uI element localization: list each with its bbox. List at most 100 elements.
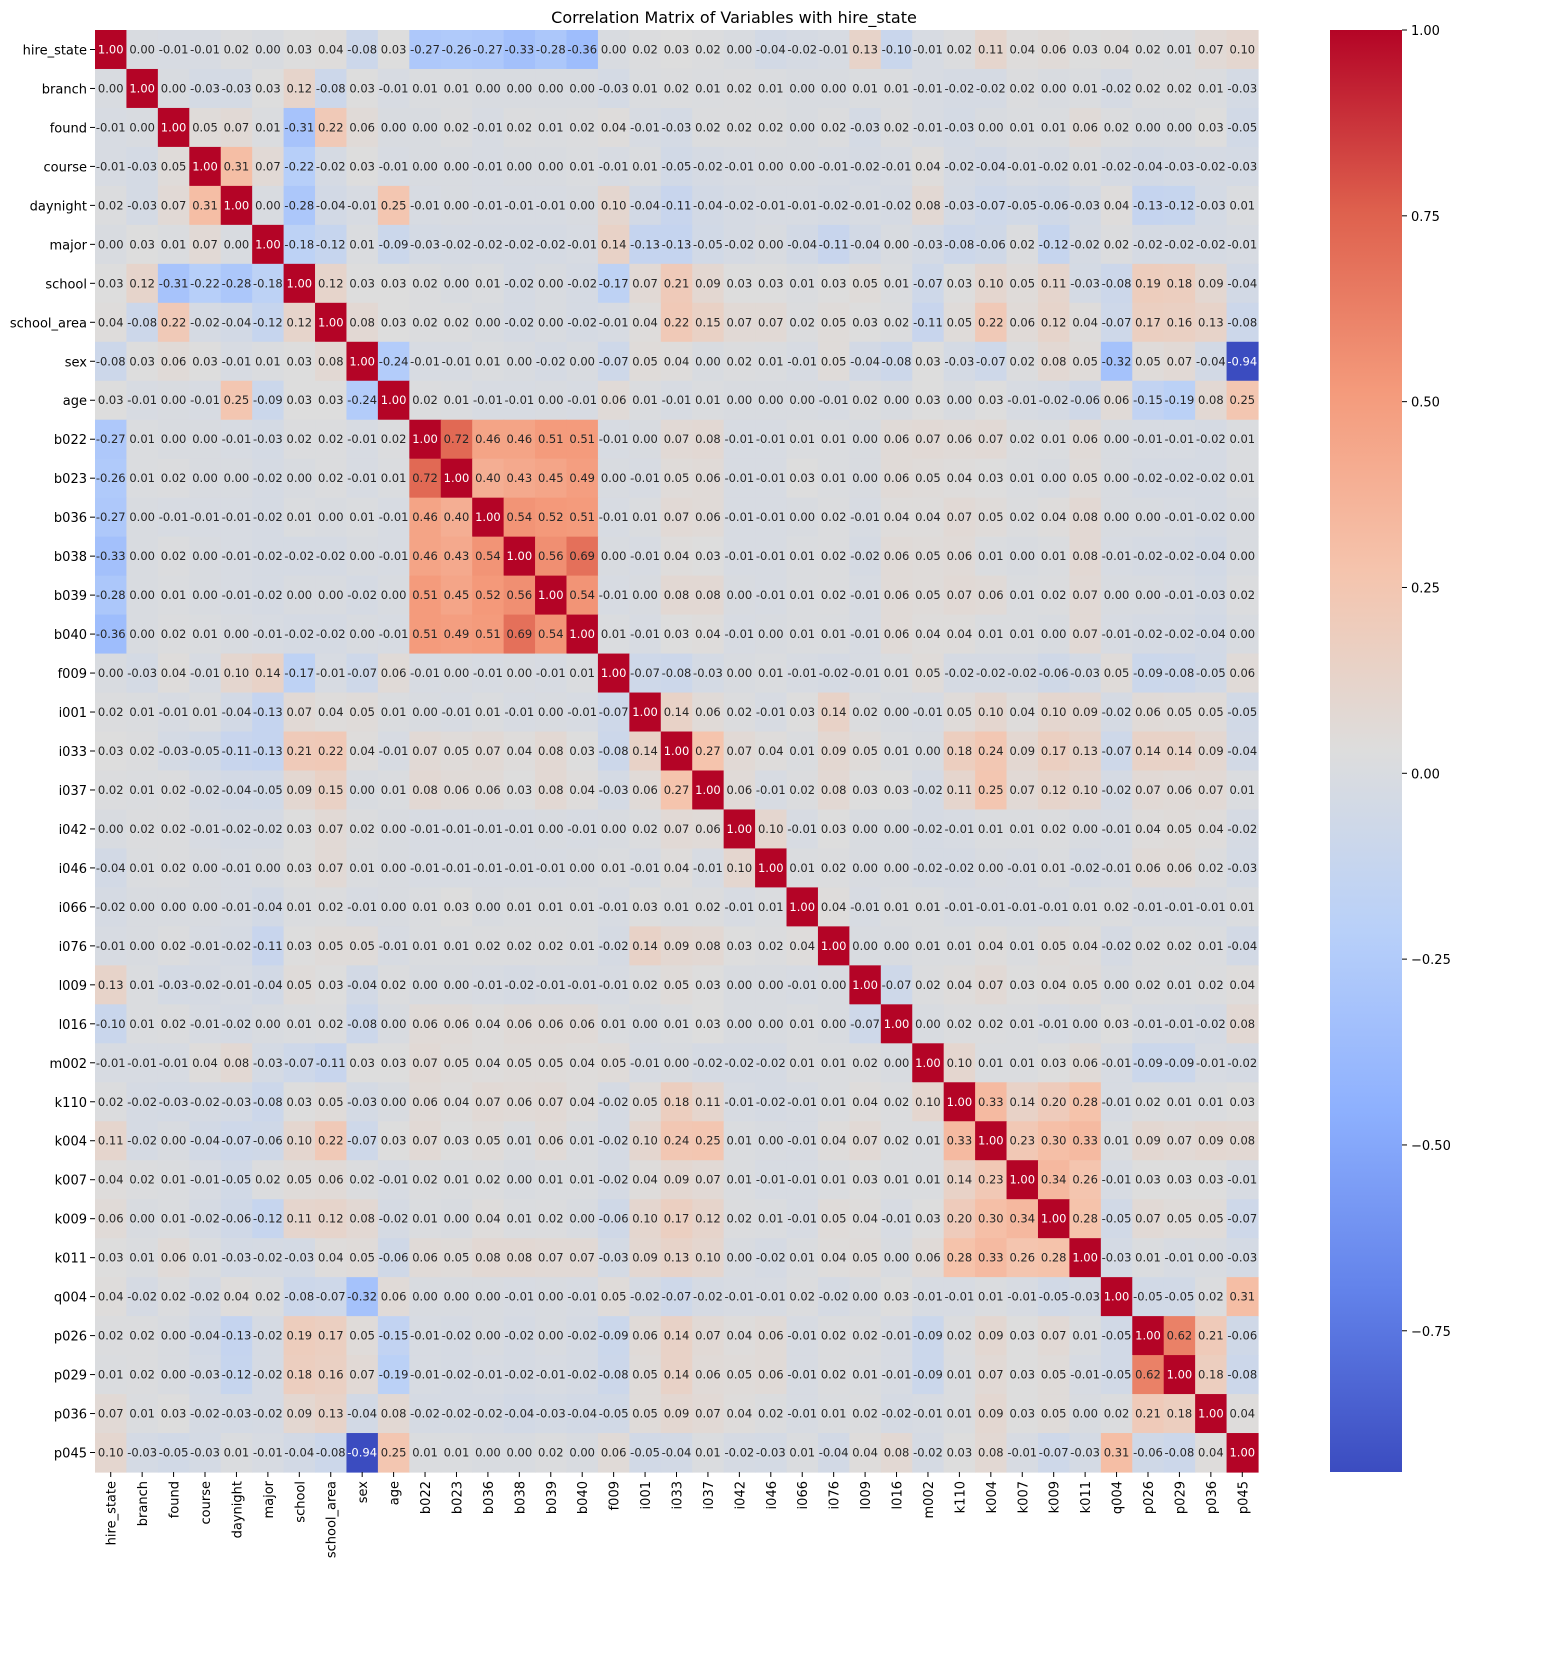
- heatmap-cell: [157, 926, 190, 966]
- cell-value-label: -0.10: [882, 42, 912, 56]
- cell-value-label: 0.01: [789, 276, 815, 290]
- cell-value-label: 0.10: [947, 1056, 973, 1070]
- cell-value-label: 0.03: [632, 900, 658, 914]
- cell-value-label: 0.00: [98, 822, 124, 836]
- cell-value-label: 0.02: [1198, 978, 1224, 992]
- cell-value-label: -0.02: [316, 549, 346, 563]
- cell-value-label: 0.14: [1135, 744, 1161, 758]
- cell-value-label: -0.03: [253, 1056, 283, 1070]
- cell-value-label: 0.43: [507, 471, 533, 485]
- heatmap-cell: [723, 731, 756, 772]
- cell-value-label: -0.01: [787, 1368, 817, 1382]
- cell-value-label: 0.04: [569, 1095, 595, 1109]
- heatmap-cell: [692, 146, 725, 187]
- heatmap-cell: [692, 458, 725, 499]
- heatmap-cell: [1037, 497, 1071, 538]
- cell-value-label: 0.22: [318, 1134, 344, 1148]
- cell-value-label: 0.06: [507, 1017, 533, 1031]
- cell-value-label: 0.00: [381, 900, 407, 914]
- x-tick-label: k007: [1016, 1481, 1031, 1513]
- heatmap-cell: [1006, 458, 1039, 499]
- cell-value-label: 0.01: [789, 627, 815, 641]
- heatmap-cell: [440, 731, 473, 772]
- heatmap-cell: [95, 263, 128, 304]
- heatmap-cell: [377, 263, 410, 304]
- cell-value-label: 0.01: [349, 237, 375, 251]
- cell-value-label: -0.01: [410, 666, 440, 680]
- heatmap-cell: [912, 497, 945, 538]
- cell-value-label: -0.08: [662, 666, 692, 680]
- heatmap-cell: [1132, 1004, 1165, 1044]
- cell-value-label: 0.04: [852, 1095, 878, 1109]
- x-tick-label: sex: [356, 1481, 371, 1504]
- cell-value-label: -0.03: [756, 1446, 786, 1460]
- cell-value-label: 0.05: [287, 978, 313, 992]
- heatmap-cell: [1163, 848, 1196, 889]
- heatmap-cell: [786, 1043, 819, 1083]
- cell-value-label: 0.54: [538, 627, 564, 641]
- cell-value-label: 0.04: [475, 1017, 501, 1031]
- heatmap-cell: [126, 653, 159, 694]
- cell-value-label: -0.02: [819, 198, 849, 212]
- cell-value-label: 0.00: [538, 315, 564, 329]
- cell-value-label: 0.30: [1041, 1134, 1067, 1148]
- heatmap-cell: [157, 653, 190, 694]
- heatmap-cell: [1132, 458, 1165, 499]
- heatmap-cell: [975, 1316, 1008, 1356]
- cell-value-label: -0.02: [504, 237, 534, 251]
- x-tick-labels: hire_state branch found course daynight major…: [105, 1472, 1251, 1558]
- cell-value-label: 0.07: [192, 237, 218, 251]
- cell-value-label: -0.17: [284, 666, 314, 680]
- heatmap-cell: [566, 30, 599, 70]
- cell-value-label: 0.33: [978, 1251, 1004, 1265]
- cell-value-label: -0.02: [316, 627, 346, 641]
- heatmap-cell: [503, 1238, 536, 1278]
- cell-value-label: 0.01: [915, 1134, 941, 1148]
- heatmap-cell: [1100, 458, 1133, 499]
- cell-value-label: 0.03: [287, 393, 313, 407]
- heatmap-cell: [943, 458, 976, 499]
- cell-value-label: -0.01: [473, 861, 503, 875]
- heatmap-cell: [283, 653, 316, 694]
- heatmap-cell: [409, 1199, 442, 1239]
- heatmap-cell: [1132, 887, 1165, 927]
- cell-value-label: 0.01: [161, 588, 187, 602]
- heatmap-cell: [503, 1355, 536, 1395]
- cell-value-label: 0.00: [255, 198, 281, 212]
- cell-value-label: -0.01: [850, 627, 880, 641]
- heatmap-cell: [440, 497, 473, 538]
- cell-value-label: 1.00: [632, 705, 658, 719]
- cell-value-label: 0.07: [1009, 783, 1035, 797]
- heatmap-cell: [346, 419, 379, 460]
- cell-value-label: 0.06: [1167, 783, 1193, 797]
- cell-value-label: 0.12: [287, 81, 313, 95]
- cell-value-label: 0.00: [381, 861, 407, 875]
- heatmap-cell: [472, 575, 505, 616]
- cell-value-label: 0.02: [569, 120, 595, 134]
- heatmap-cell: [1132, 185, 1165, 226]
- cell-value-label: 1.00: [1041, 1212, 1067, 1226]
- heatmap-cell: [252, 770, 285, 811]
- cell-value-label: 0.02: [852, 705, 878, 719]
- y-tick-label: found: [50, 121, 87, 136]
- heatmap-cell: [692, 809, 725, 850]
- cell-value-label: -0.03: [127, 666, 157, 680]
- heatmap-cell: [1163, 1004, 1196, 1044]
- cell-value-label: -0.01: [442, 705, 472, 719]
- cell-value-label: 0.04: [915, 159, 941, 173]
- cell-value-label: 0.09: [1198, 276, 1224, 290]
- cell-value-label: 0.07: [947, 588, 973, 602]
- heatmap-cell: [126, 887, 159, 927]
- heatmap-cell: [1195, 692, 1228, 733]
- heatmap-cell: [440, 536, 473, 577]
- cell-value-label: 1.00: [727, 822, 753, 836]
- heatmap-cell: [126, 809, 159, 850]
- heatmap-cell: [95, 848, 128, 889]
- cell-value-label: -0.02: [253, 1368, 283, 1382]
- heatmap-cell: [409, 1043, 442, 1083]
- heatmap-cell: [346, 185, 379, 226]
- cell-value-label: 0.00: [381, 822, 407, 836]
- cell-value-label: -0.02: [1227, 822, 1257, 836]
- heatmap-cell: [189, 692, 222, 733]
- heatmap-cell: [1100, 1160, 1133, 1200]
